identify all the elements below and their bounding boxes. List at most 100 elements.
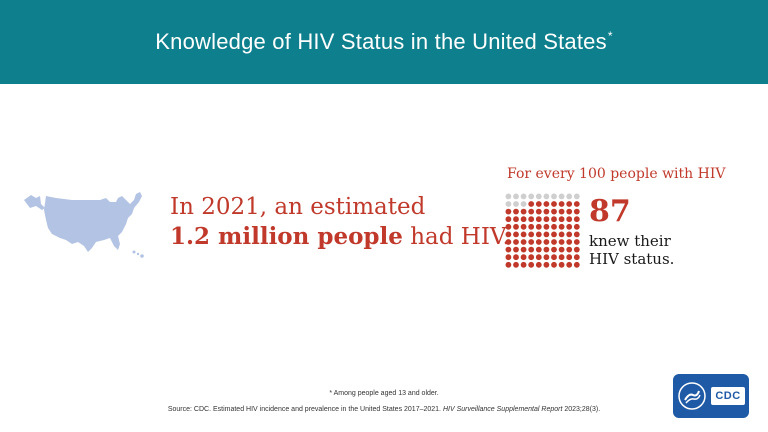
dot-known-status (558, 208, 565, 215)
dot-known-status (528, 201, 535, 207)
ratio-heading: For every 100 people with HIV (507, 166, 726, 182)
dot-known-status (566, 246, 573, 253)
caption-line-2: HIV status. (589, 250, 675, 268)
dot-known-status (535, 254, 542, 261)
dot-known-status (535, 239, 542, 245)
dot-known-status (573, 201, 580, 207)
dot-known-status (551, 246, 557, 253)
dot-known-status (535, 246, 542, 253)
dot-unknown-status (520, 193, 527, 200)
dot-known-status (520, 216, 527, 223)
dot-known-status (528, 216, 535, 223)
dot-known-status (573, 246, 580, 253)
dot-known-status (551, 254, 557, 261)
estimate-rest: had HIV. (402, 224, 510, 250)
dot-known-status (520, 246, 527, 253)
dot-known-status (551, 216, 557, 223)
dot-known-status (573, 216, 580, 223)
dot-known-status (528, 261, 535, 268)
dot-known-status (543, 208, 550, 215)
dot-known-status (551, 231, 557, 238)
dot-unknown-status (543, 193, 550, 200)
source-journal: HIV Surveillance Supplemental Report (442, 406, 563, 413)
dot-known-status (528, 231, 535, 238)
dot-known-status (551, 208, 557, 215)
dot-known-status (558, 216, 565, 223)
estimate-line: In 2021, an estimated (170, 194, 426, 220)
dot-unknown-status (513, 193, 519, 200)
dot-unknown-status (505, 201, 512, 207)
dot-known-status (551, 239, 557, 245)
dot-known-status (513, 216, 519, 223)
dot-unknown-status (528, 193, 535, 200)
dot-unknown-status (505, 193, 512, 200)
dot-known-status (520, 254, 527, 261)
header-banner: Knowledge of HIV Status in the United St… (0, 0, 768, 84)
dot-known-status (551, 223, 557, 230)
dot-known-status (528, 208, 535, 215)
dot-known-status (528, 246, 535, 253)
dot-known-status (513, 254, 519, 261)
dot-known-status (551, 201, 557, 207)
dot-known-status (543, 239, 550, 245)
dot-known-status (535, 216, 542, 223)
dot-unknown-status (573, 193, 580, 200)
dot-known-status (573, 261, 580, 268)
title-footnote-mark: * (607, 29, 613, 43)
hhs-seal-icon (678, 382, 707, 410)
dot-known-status (520, 239, 527, 245)
known-status-count: 87 (589, 194, 631, 229)
dot-known-status (535, 223, 542, 230)
dot-known-status (566, 201, 573, 207)
dot-known-status (543, 201, 550, 207)
cdc-logo-text: CDC (711, 387, 745, 405)
dot-known-status (520, 231, 527, 238)
dot-known-status (543, 231, 550, 238)
dot-known-status (505, 254, 512, 261)
estimate-value-line: 1.2 million people had HIV. (170, 222, 510, 252)
dot-known-status (551, 261, 557, 268)
dot-known-status (573, 254, 580, 261)
dot-unknown-status (566, 193, 573, 200)
dot-known-status (505, 261, 512, 268)
dot-known-status (543, 223, 550, 230)
dot-known-status (573, 208, 580, 215)
page-title: Knowledge of HIV Status in the United St… (155, 29, 613, 54)
dot-known-status (528, 254, 535, 261)
dot-known-status (543, 216, 550, 223)
dot-known-status (520, 261, 527, 268)
estimate-highlight: 1.2 million people (170, 223, 403, 250)
caption-line-1: knew their (589, 232, 671, 250)
people-dot-grid (505, 193, 580, 268)
dot-known-status (528, 223, 535, 230)
dot-known-status (566, 208, 573, 215)
dot-known-status (505, 208, 512, 215)
dot-known-status (558, 201, 565, 207)
dot-known-status (513, 246, 519, 253)
source-citation: Source: CDC. Estimated HIV incidence and… (167, 406, 601, 413)
dot-known-status (505, 216, 512, 223)
dot-known-status (566, 239, 573, 245)
dot-known-status (505, 223, 512, 230)
dot-known-status (558, 246, 565, 253)
dot-known-status (513, 223, 519, 230)
dot-known-status (505, 231, 512, 238)
known-status-caption: knew their HIV status. (589, 232, 674, 268)
dot-known-status (543, 261, 550, 268)
dot-known-status (543, 254, 550, 261)
dot-known-status (505, 246, 512, 253)
dot-known-status (558, 231, 565, 238)
dot-known-status (566, 261, 573, 268)
dot-known-status (513, 261, 519, 268)
dot-known-status (558, 261, 565, 268)
dot-known-status (558, 223, 565, 230)
dot-known-status (566, 231, 573, 238)
dot-known-status (558, 254, 565, 261)
dot-known-status (566, 223, 573, 230)
dot-known-status (566, 216, 573, 223)
dot-known-status (505, 239, 512, 245)
dot-known-status (535, 231, 542, 238)
dot-known-status (535, 261, 542, 268)
us-map-icon (24, 192, 144, 258)
dot-known-status (520, 208, 527, 215)
